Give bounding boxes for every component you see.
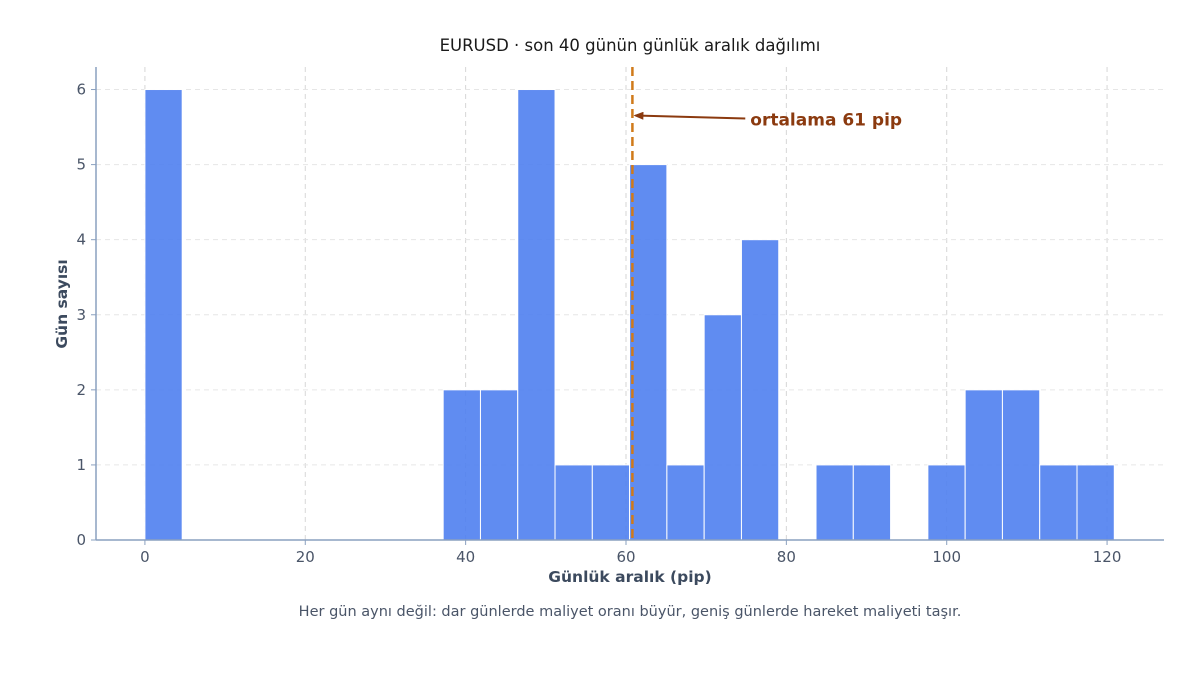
y-tick-label: 6 (76, 81, 86, 99)
histogram-bar (629, 164, 668, 541)
histogram-bar (815, 464, 854, 541)
histogram-bar (666, 464, 705, 541)
mean-annotation-arrow (633, 111, 746, 120)
y-tick-label: 2 (76, 381, 86, 399)
y-tick-label: 1 (76, 456, 86, 474)
histogram-bar (442, 389, 481, 541)
y-tick-label: 3 (76, 306, 86, 324)
x-tick-label: 0 (140, 548, 150, 566)
chart-caption: Her gün aynı değil: dar günlerde maliyet… (299, 604, 962, 620)
chart-title: EURUSD · son 40 günün günlük aralık dağı… (440, 36, 821, 55)
histogram-bar (144, 89, 183, 541)
histogram-bar (1076, 464, 1115, 541)
x-tick-label: 60 (616, 548, 635, 566)
x-tick-label: 20 (296, 548, 315, 566)
x-tick-label: 100 (932, 548, 961, 566)
x-axis-title: Günlük aralık (pip) (548, 568, 711, 586)
annotations: ortalama 61 pip (631, 67, 902, 540)
histogram-bar (1001, 389, 1041, 541)
histogram-bar (479, 389, 519, 541)
histogram-bar (852, 464, 892, 541)
x-tick-label: 40 (456, 548, 475, 566)
histogram-bar (703, 314, 742, 541)
bars (144, 89, 1115, 541)
mean-annotation-label: ortalama 61 pip (750, 111, 902, 131)
histogram-bar (964, 389, 1003, 541)
y-tick-label: 4 (76, 231, 86, 249)
axes: 0 20 40 60 80 100 120 0 1 2 3 4 5 6 (76, 67, 1164, 566)
histogram-bar (517, 89, 556, 541)
y-axis-title: Gün sayısı (53, 259, 71, 348)
x-tick-label: 80 (777, 548, 796, 566)
histogram-bar (554, 464, 593, 541)
histogram-bar (740, 239, 780, 541)
y-tick-label: 5 (76, 156, 86, 174)
histogram-bar (927, 464, 966, 541)
histogram-bar (591, 464, 631, 541)
histogram-bar (1039, 464, 1078, 541)
x-tick-label: 120 (1093, 548, 1122, 566)
y-tick-label: 0 (76, 531, 86, 549)
